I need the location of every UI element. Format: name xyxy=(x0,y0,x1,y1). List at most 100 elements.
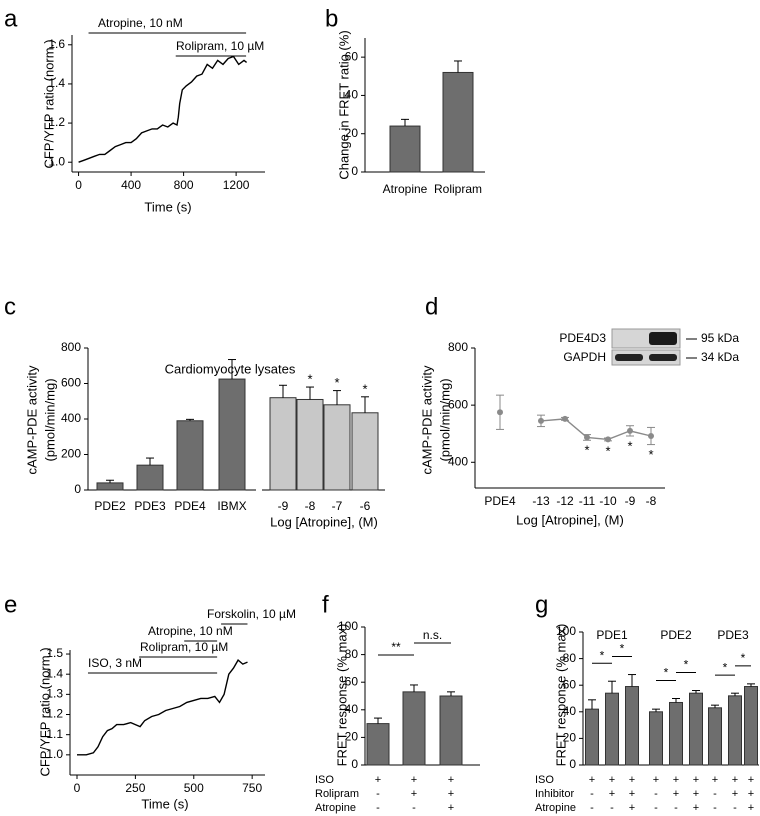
annotation: Atropine, 10 nM xyxy=(148,624,233,638)
bracket-label: n.s. xyxy=(423,628,442,642)
table-cell: + xyxy=(411,774,417,786)
table-row-label: Inhibitor xyxy=(535,788,574,800)
table-row-label: Rolipram xyxy=(315,788,359,800)
table-cell: + xyxy=(673,774,679,786)
y-tick-label: 1.2 xyxy=(46,707,63,721)
significance: * xyxy=(648,447,653,462)
x-tick-label: -6 xyxy=(360,499,371,513)
table-cell: - xyxy=(674,802,678,814)
bracket-label: * xyxy=(684,658,689,672)
bar xyxy=(96,482,124,491)
y-tick-label: 40 xyxy=(345,88,359,102)
x-axis-label: Time (s) xyxy=(144,199,191,214)
table-cell: + xyxy=(732,774,738,786)
y-tick-label: 600 xyxy=(448,397,468,411)
point xyxy=(627,427,633,434)
significance: * xyxy=(362,381,367,396)
point xyxy=(648,433,654,439)
table-cell: + xyxy=(629,774,635,786)
annotation: Rolipram, 10 µM xyxy=(140,640,228,654)
x-axis-label: Time (s) xyxy=(141,796,188,811)
x-tick-label: -8 xyxy=(646,494,657,508)
table-cell: - xyxy=(610,802,614,814)
y-tick-label: 60 xyxy=(345,674,359,688)
bar xyxy=(669,701,683,766)
y-tick-label: 1.0 xyxy=(48,154,65,168)
point xyxy=(497,409,503,416)
table-cell: + xyxy=(629,802,635,814)
bar xyxy=(728,695,742,766)
x-tick-label: 250 xyxy=(125,781,145,795)
significance: * xyxy=(334,375,339,390)
x-tick-label: PDE4 xyxy=(484,494,516,508)
table-cell: + xyxy=(609,774,615,786)
x-tick-label: PDE2 xyxy=(94,499,126,513)
y-tick-label: 200 xyxy=(61,447,81,461)
blot-band xyxy=(615,354,643,361)
x-tick-label: Rolipram xyxy=(434,182,482,196)
table-cell: + xyxy=(748,802,754,814)
bracket-label: ** xyxy=(391,640,401,654)
group-label: PDE2 xyxy=(660,628,692,642)
y-tick-label: 1.5 xyxy=(46,646,63,660)
bar xyxy=(269,397,297,491)
table-cell: - xyxy=(654,802,658,814)
blot-band xyxy=(649,354,677,361)
point xyxy=(605,436,611,443)
y-axis-label: cAMP-PDE activity xyxy=(24,365,39,475)
x-axis-label: Log [Atropine], (M) xyxy=(270,514,378,529)
y-axis-label: (pmol/min/mg) xyxy=(42,378,57,461)
annotation: Rolipram, 10 µM xyxy=(176,39,264,53)
y-tick-label: 800 xyxy=(448,340,468,354)
x-tick-label: 0 xyxy=(75,178,82,192)
group-label: PDE3 xyxy=(717,628,749,642)
table-cell: + xyxy=(609,788,615,800)
x-tick-label: PDE4 xyxy=(174,499,206,513)
point xyxy=(584,434,590,441)
table-cell: - xyxy=(376,788,380,800)
chart-title: Cardiomyocyte lysates xyxy=(165,361,296,376)
table-cell: + xyxy=(748,788,754,800)
x-tick-label: IBMX xyxy=(217,499,246,513)
size-label: 95 kDa xyxy=(701,331,739,345)
table-cell: + xyxy=(748,774,754,786)
table-cell: - xyxy=(376,802,380,814)
y-tick-label: 60 xyxy=(563,677,577,691)
table-cell: - xyxy=(733,802,737,814)
table-row-label: ISO xyxy=(535,774,554,786)
y-tick-label: 80 xyxy=(563,651,577,665)
table-cell: - xyxy=(412,802,416,814)
y-tick-label: 800 xyxy=(61,340,81,354)
bar xyxy=(402,691,426,766)
panel-letter: b xyxy=(325,5,338,32)
significance: * xyxy=(605,443,610,458)
y-tick-label: 1.2 xyxy=(48,115,65,129)
bar xyxy=(625,686,639,766)
panel-letter: e xyxy=(4,591,17,618)
y-axis-label: (pmol/min/mg) xyxy=(437,378,452,461)
y-tick-label: 400 xyxy=(448,454,468,468)
x-tick-label: -10 xyxy=(599,494,617,508)
x-tick-label: -9 xyxy=(625,494,636,508)
table-cell: + xyxy=(629,788,635,800)
panel-letter: f xyxy=(322,591,329,618)
bar xyxy=(351,412,379,491)
blot-row xyxy=(611,349,681,366)
bar xyxy=(442,71,474,173)
y-tick-label: 1.6 xyxy=(48,37,65,51)
x-tick-label: 0 xyxy=(74,781,81,795)
y-tick-label: 1.3 xyxy=(46,687,63,701)
x-tick-label: -12 xyxy=(556,494,574,508)
y-tick-label: 1.4 xyxy=(46,666,63,680)
blot-band xyxy=(649,332,677,345)
x-tick-label: 1200 xyxy=(223,178,250,192)
y-tick-label: 1.4 xyxy=(48,76,65,90)
table-row-label: ISO xyxy=(315,774,334,786)
bar xyxy=(136,464,164,491)
bracket-label: * xyxy=(723,660,728,674)
table-cell: - xyxy=(713,788,717,800)
bar xyxy=(744,686,758,766)
table-cell: + xyxy=(448,802,454,814)
table-cell: + xyxy=(693,774,699,786)
